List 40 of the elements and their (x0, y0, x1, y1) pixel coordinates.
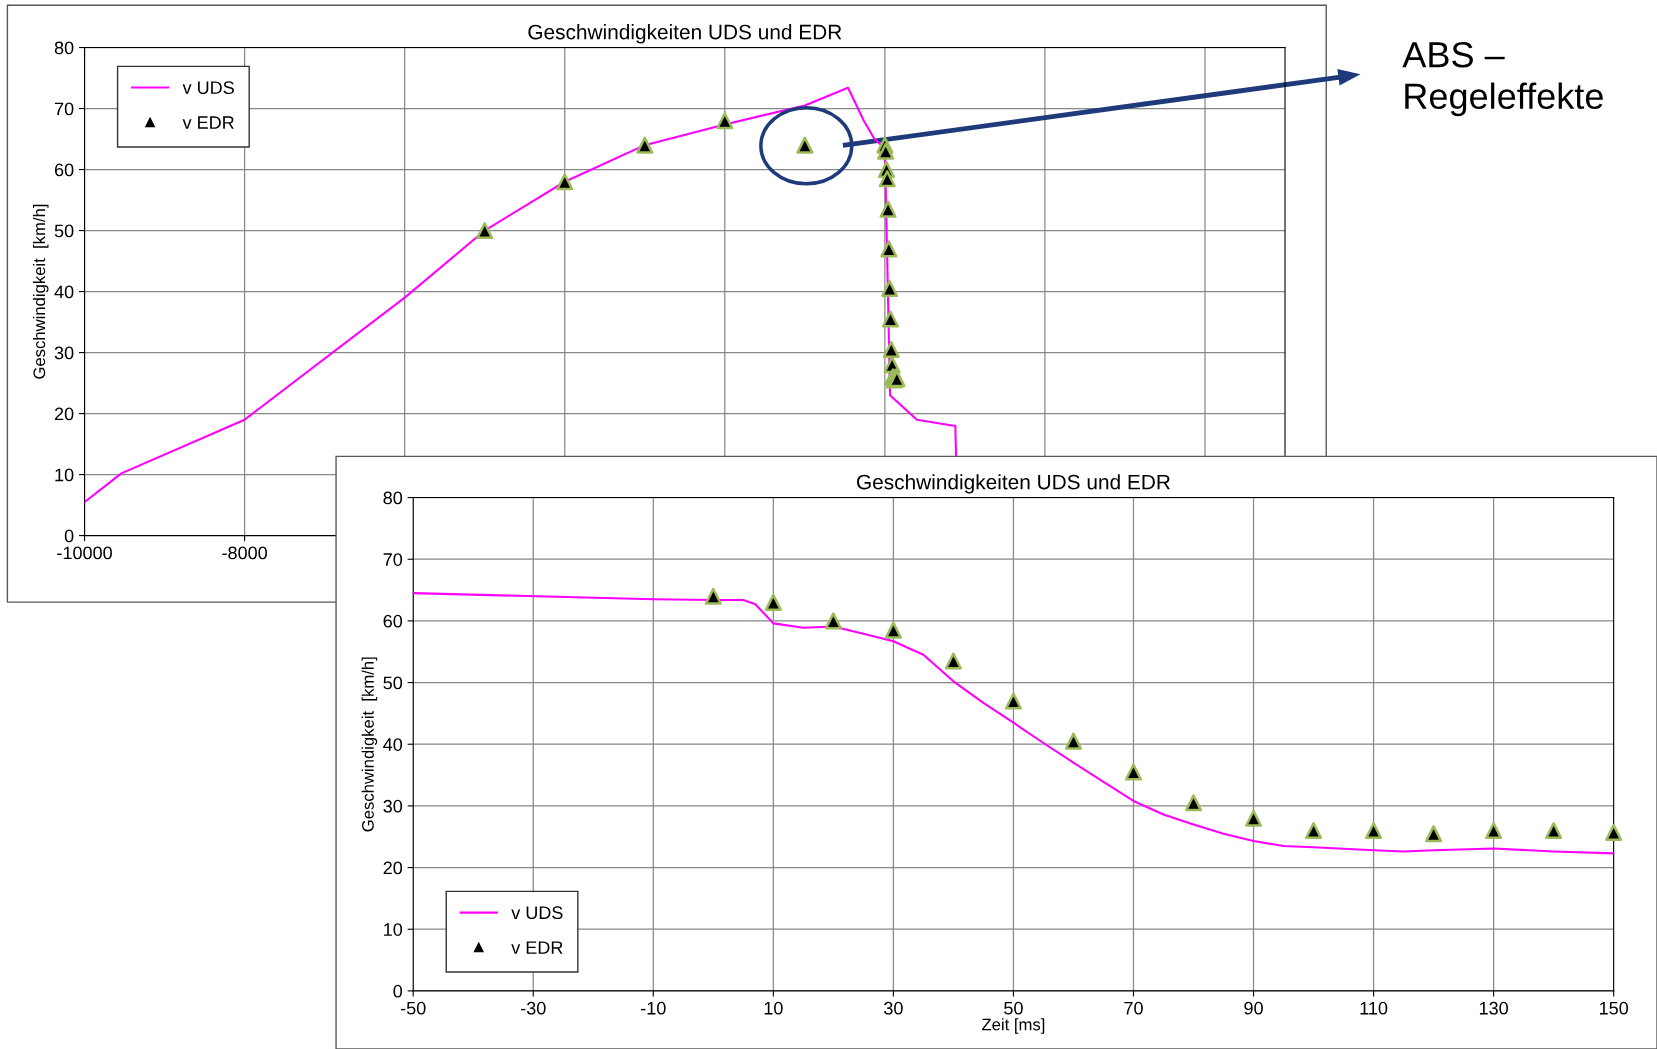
y-tick-label: 80 (383, 491, 403, 505)
y-tick-label: 70 (54, 102, 74, 116)
y-tick-label: 30 (383, 799, 403, 813)
x-tick-label: 110 (1360, 1001, 1388, 1015)
x-tick-label: 150 (1599, 1001, 1629, 1015)
y-tick-label: 40 (54, 285, 74, 299)
x-tick-label: -50 (400, 1001, 426, 1015)
text: ABS – Regeleffekte (1402, 41, 1603, 117)
y-tick-label: 10 (384, 923, 403, 936)
legend-label: v UDS (182, 81, 234, 95)
chart-title: Geschwindigkeiten UDS und EDR (857, 474, 1170, 494)
x-tick-label: -10 (641, 1001, 666, 1015)
legend-label: v EDR (182, 116, 234, 129)
x-tick-label: 70 (1124, 1001, 1143, 1015)
y-tick-label: 0 (64, 529, 74, 543)
y-tick-label: 60 (54, 163, 74, 177)
y-tick-label: 0 (393, 984, 403, 998)
y-tick-label: 40 (383, 738, 403, 751)
x-tick-label: -10000 (57, 546, 112, 560)
x-tick-label: -30 (521, 1001, 546, 1015)
y-tick-label: 80 (54, 41, 74, 55)
y-axis-title: Geschwindigkeit [km/h] (32, 204, 49, 379)
y-tick-label: 20 (54, 407, 74, 421)
x-tick-label: 130 (1479, 1001, 1508, 1015)
x-tick-label: 50 (1004, 1001, 1023, 1015)
y-tick-label: 50 (54, 224, 74, 238)
chart-title: Geschwindigkeiten UDS und EDR (528, 24, 842, 44)
y-tick-label: 60 (383, 614, 403, 628)
y-tick-label: 20 (383, 861, 403, 875)
y-tick-label: 30 (54, 346, 74, 360)
x-tick-label: 90 (1244, 1001, 1263, 1015)
legend-label: v UDS (511, 906, 563, 920)
legend-label: v EDR (511, 941, 563, 954)
x-tick-label: -8000 (222, 546, 267, 560)
y-axis-title: Geschwindigkeit [km/h] (361, 657, 378, 832)
x-tick-label: 30 (884, 1001, 903, 1015)
x-axis-title: Zeit [ms] (982, 1018, 1045, 1034)
y-tick-label: 50 (383, 676, 403, 690)
y-tick-label: 10 (55, 468, 74, 482)
x-tick-label: 10 (764, 1001, 783, 1015)
